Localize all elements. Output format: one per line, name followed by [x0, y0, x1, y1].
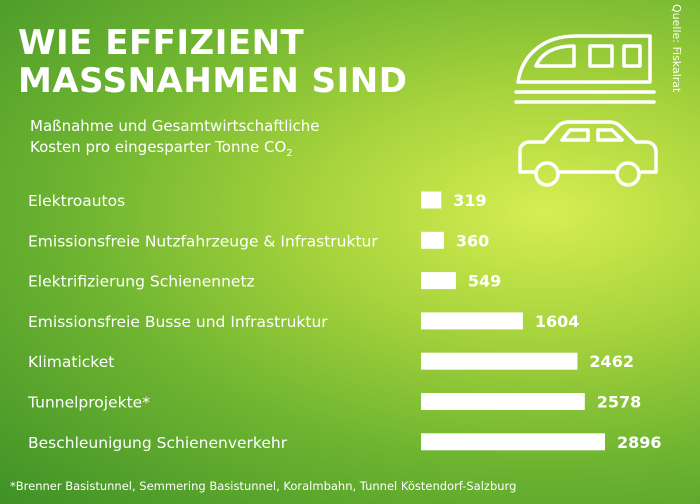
bar — [421, 231, 444, 249]
value-label: 2462 — [589, 352, 634, 371]
category-label: Elektrifizierung Schienennetz — [28, 273, 255, 291]
car-icon — [518, 120, 658, 187]
value-label: 2896 — [617, 433, 662, 452]
category-label: Emissionsfreie Nutzfahrzeuge & Infrastru… — [28, 232, 378, 250]
subtitle-subscript: 2 — [286, 148, 293, 159]
train-icon — [514, 34, 656, 104]
bar — [421, 191, 442, 209]
footnote: *Brenner Basistunnel, Semmering Basistun… — [10, 479, 517, 493]
subtitle-line-2: Kosten pro eingesparter Tonne CO — [30, 138, 287, 156]
value-label: 360 — [456, 231, 489, 250]
category-label: Beschleunigung Schienenverkehr — [28, 434, 288, 452]
bar — [421, 272, 456, 290]
subtitle: Maßnahme und Gesamtwirtschaftliche Koste… — [30, 116, 320, 164]
value-label: 1604 — [535, 312, 580, 331]
category-label: Elektroautos — [28, 192, 125, 210]
bar — [421, 312, 523, 330]
category-label: Emissionsfreie Busse und Infrastruktur — [28, 313, 328, 331]
value-label: 319 — [453, 191, 486, 210]
value-label: 549 — [468, 272, 501, 291]
title-line-1: WIE EFFIZIENT — [18, 23, 305, 63]
category-label: Tunnelprojekte* — [27, 394, 150, 412]
title: WIE EFFIZIENT MASSNAHMEN SIND — [18, 24, 408, 100]
value-label: 2578 — [597, 393, 642, 412]
bar — [421, 433, 605, 451]
title-line-2: MASSNAHMEN SIND — [18, 61, 408, 101]
bar — [421, 393, 585, 410]
bar — [421, 352, 578, 370]
category-label: Klimaticket — [28, 353, 114, 371]
subtitle-line-1: Maßnahme und Gesamtwirtschaftliche — [30, 117, 320, 135]
